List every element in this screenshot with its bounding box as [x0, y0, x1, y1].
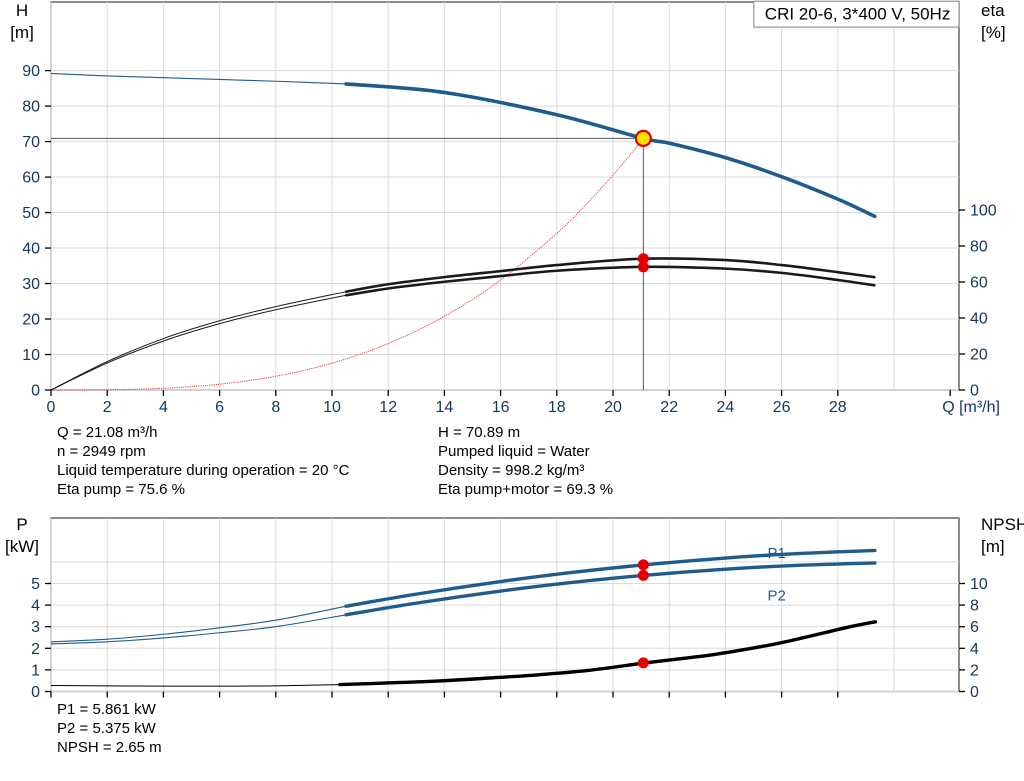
svg-text:CRI 20-6, 3*400 V, 50Hz: CRI 20-6, 3*400 V, 50Hz	[765, 5, 951, 24]
svg-text:70: 70	[22, 134, 40, 151]
svg-text:P2: P2	[768, 588, 786, 605]
svg-text:28: 28	[829, 399, 847, 416]
svg-text:100: 100	[970, 203, 997, 220]
svg-text:8: 8	[271, 399, 280, 416]
svg-text:0: 0	[970, 684, 979, 701]
svg-text:3: 3	[31, 619, 40, 636]
svg-text:2: 2	[970, 662, 979, 679]
svg-text:12: 12	[379, 399, 397, 416]
svg-text:4: 4	[159, 399, 168, 416]
svg-text:20: 20	[22, 312, 40, 329]
svg-text:2: 2	[103, 399, 112, 416]
svg-text:14: 14	[436, 399, 454, 416]
svg-text:20: 20	[970, 347, 988, 364]
svg-text:10: 10	[970, 576, 988, 593]
svg-text:60: 60	[970, 275, 988, 292]
svg-text:5: 5	[31, 576, 40, 593]
svg-text:90: 90	[22, 63, 40, 80]
svg-text:10: 10	[22, 347, 40, 364]
svg-text:24: 24	[717, 399, 735, 416]
svg-text:60: 60	[22, 170, 40, 187]
svg-text:8: 8	[970, 598, 979, 615]
svg-text:1: 1	[31, 662, 40, 679]
svg-text:10: 10	[323, 399, 341, 416]
svg-text:NPSH: NPSH	[981, 515, 1024, 534]
svg-text:0: 0	[970, 383, 979, 400]
svg-text:16: 16	[492, 399, 510, 416]
svg-text:22: 22	[660, 399, 678, 416]
svg-text:Q [m³/h]: Q [m³/h]	[942, 399, 1000, 416]
svg-text:6: 6	[215, 399, 224, 416]
svg-text:80: 80	[22, 99, 40, 116]
svg-text:4: 4	[31, 598, 40, 615]
svg-text:26: 26	[773, 399, 791, 416]
svg-text:18: 18	[548, 399, 566, 416]
svg-text:H: H	[16, 1, 28, 20]
svg-text:eta: eta	[981, 1, 1005, 20]
svg-text:2: 2	[31, 641, 40, 658]
svg-text:[m]: [m]	[981, 537, 1005, 556]
svg-text:[kW]: [kW]	[5, 537, 39, 556]
svg-text:[m]: [m]	[10, 23, 34, 42]
svg-text:50: 50	[22, 205, 40, 222]
svg-text:P: P	[16, 515, 27, 534]
svg-text:6: 6	[970, 619, 979, 636]
svg-text:20: 20	[604, 399, 622, 416]
svg-text:[%]: [%]	[981, 23, 1006, 42]
svg-text:4: 4	[970, 641, 979, 658]
svg-text:40: 40	[970, 311, 988, 328]
svg-text:80: 80	[970, 239, 988, 256]
svg-text:0: 0	[31, 684, 40, 701]
svg-text:0: 0	[31, 383, 40, 400]
svg-text:P1: P1	[768, 545, 786, 562]
svg-text:40: 40	[22, 241, 40, 258]
svg-text:0: 0	[47, 399, 56, 416]
svg-text:30: 30	[22, 276, 40, 293]
